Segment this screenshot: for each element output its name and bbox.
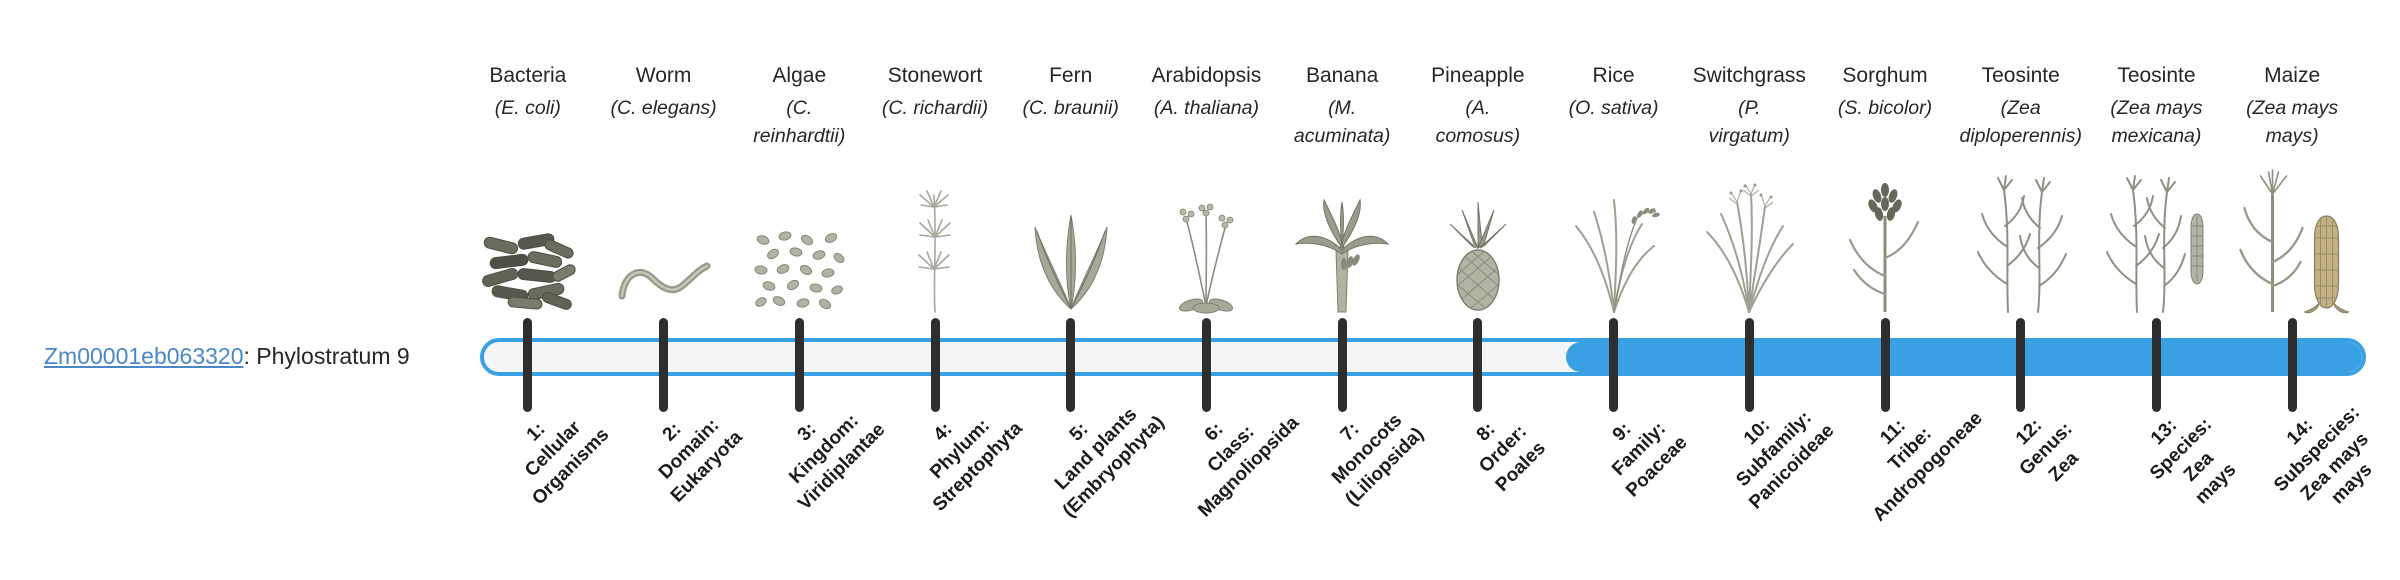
organism-scientific-name: (Zea mays mays) <box>2246 97 2339 148</box>
organism-column: Banana (M. acuminata) 7: Monocots (Lilio… <box>1267 0 1428 580</box>
organism-scientific-name: (A. thaliana) <box>1153 97 1259 119</box>
phylostrata-strip: Bacteria (E. coli) 1: Cellular Organisms… <box>460 0 2376 580</box>
organism-common-name: Teosinte <box>2117 64 2196 87</box>
organism-column: Stonewort (C. richardii) 4: Phylum: Stre… <box>860 0 1026 580</box>
organism-scientific-name: (A. comosus) <box>1435 97 1521 148</box>
organism-common-name: Rice <box>1592 64 1635 87</box>
organism-common-name: Stonewort <box>887 64 983 87</box>
phylostrata-bar-fill <box>1565 342 2362 372</box>
phylostratum-tick <box>2016 318 2026 412</box>
phylostratum-tick <box>1744 318 1754 412</box>
organism-common-name: Arabidopsis <box>1151 64 1262 87</box>
phylostratum-tick <box>2287 318 2297 412</box>
phylostratum-tick <box>1473 318 1483 412</box>
organism-column: Rice (O. sativa) 9: Family: Poaceae <box>1539 0 1691 580</box>
bacteria-icon <box>478 232 578 314</box>
organism-column: Bacteria (E. coli) 1: Cellular Organisms <box>453 0 613 580</box>
organism-column: Maize (Zea mays mays) 14: Subspecies: Ze… <box>2217 0 2376 580</box>
phylostratum-tick <box>794 318 804 412</box>
phylostratum-tick <box>659 318 669 412</box>
organism-column: Fern (C. braunii) 5: Land plants (Embryo… <box>996 0 1168 580</box>
organism-scientific-name: (E. coli) <box>494 97 561 119</box>
gene-phylostratum-text: : Phylostratum 9 <box>243 343 410 369</box>
organism-scientific-name: (Zea mays mexicana) <box>2110 97 2203 148</box>
algae-icon <box>749 228 849 314</box>
organism-common-name: Worm <box>635 64 692 87</box>
phylostratum-tick <box>930 318 940 412</box>
sorghum-icon <box>1840 176 1930 314</box>
organism-common-name: Pineapple <box>1431 64 1525 87</box>
phylostratum-label-text: 14: Subspecies: Zea mays mays <box>2270 402 2377 509</box>
organism-scientific-name: (C. reinhardtii) <box>753 97 846 148</box>
organism-column: Teosinte (Zea mays mexicana) 13: Species… <box>2081 0 2241 580</box>
organism-common-name: Bacteria <box>489 64 567 87</box>
switchgrass-icon <box>1699 182 1799 314</box>
organism-column: Sorghum (S. bicolor) 11: Tribe: Andropog… <box>1810 0 1987 580</box>
organism-scientific-name: (C. braunii) <box>1022 97 1119 119</box>
gene-label: Zm00001eb063320: Phylostratum 9 <box>44 343 410 370</box>
organism-common-name: Sorghum <box>1842 64 1928 87</box>
teosinte-ear-icon <box>2101 174 2211 314</box>
stonewort-icon <box>890 189 980 314</box>
organism-column: Arabidopsis (A. thaliana) 6: Class: Magn… <box>1131 0 1304 580</box>
organism-common-name: Algae <box>772 64 827 87</box>
phylostratum-tick <box>523 318 533 412</box>
fern-icon <box>1021 209 1121 314</box>
phylostratum-tick <box>1609 318 1619 412</box>
organism-scientific-name: (C. richardii) <box>881 97 989 119</box>
teosinte-icon <box>1966 174 2076 314</box>
organism-common-name: Banana <box>1305 64 1379 87</box>
arabidopsis-icon <box>1161 202 1251 314</box>
organism-common-name: Teosinte <box>1981 64 2060 87</box>
organism-column: Pineapple (A. comosus) 8: Order: Poales <box>1403 0 1553 580</box>
phylostratum-tick <box>1337 318 1347 412</box>
organism-scientific-name: (Zea diploperennis) <box>1959 97 2082 148</box>
organism-scientific-name: (P. virgatum) <box>1708 97 1790 148</box>
organism-scientific-name: (M. acuminata) <box>1293 97 1391 148</box>
phylostratum-tick <box>1066 318 1076 412</box>
organism-scientific-name: (S. bicolor) <box>1837 97 1933 119</box>
organism-common-name: Maize <box>2264 64 2321 87</box>
organism-column: Teosinte (Zea diploperennis) 12: Genus: … <box>1946 0 2096 580</box>
organism-common-name: Fern <box>1049 64 1093 87</box>
worm-icon <box>614 244 714 314</box>
organism-column: Algae (C. reinhardtii) 3: Kingdom: Virid… <box>724 0 889 580</box>
maize-icon <box>2235 166 2350 314</box>
rice-icon <box>1564 186 1664 314</box>
gene-id-link[interactable]: Zm00001eb063320 <box>44 343 244 369</box>
organism-scientific-name: (O. sativa) <box>1568 97 1659 119</box>
pineapple-icon <box>1438 196 1518 314</box>
banana-icon <box>1292 192 1392 314</box>
organism-common-name: Switchgrass <box>1692 64 1806 87</box>
phylostrata-bar <box>480 338 2366 376</box>
organism-scientific-name: (C. elegans) <box>610 97 717 119</box>
phylostratum-tick <box>2151 318 2161 412</box>
organism-column: Switchgrass (P. virgatum) 10: Subfamily:… <box>1674 0 1839 580</box>
phylostratum-tick <box>1201 318 1211 412</box>
organism-column: Worm (C. elegans) 2: Domain: Eukaryota <box>589 0 746 580</box>
phylostratum-tick <box>1880 318 1890 412</box>
